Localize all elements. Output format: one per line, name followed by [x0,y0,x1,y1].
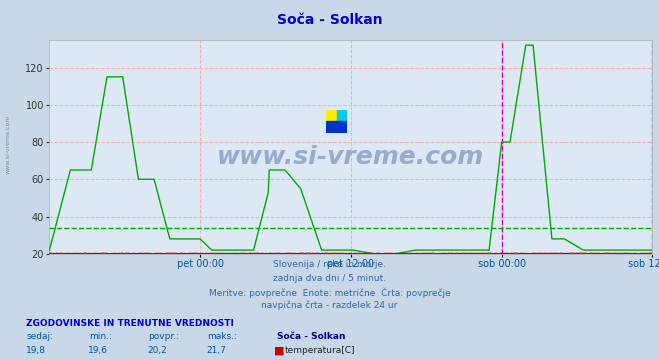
Text: maks.:: maks.: [208,333,237,342]
Text: Slovenija / reke in morje.: Slovenija / reke in morje. [273,260,386,269]
Text: navpična črta - razdelek 24 ur: navpična črta - razdelek 24 ur [262,301,397,310]
Bar [326,122,347,133]
Text: Soča - Solkan: Soča - Solkan [277,333,345,342]
Text: sedaj:: sedaj: [26,333,53,342]
Text: 19,6: 19,6 [88,346,107,355]
Text: 19,8: 19,8 [26,346,46,355]
Text: Soča - Solkan: Soča - Solkan [277,13,382,27]
Text: povpr.:: povpr.: [148,333,179,342]
Bar [337,110,347,122]
Text: 20,2: 20,2 [147,346,167,355]
Text: www.si-vreme.com: www.si-vreme.com [217,145,484,170]
Text: www.si-vreme.com: www.si-vreme.com [5,114,11,174]
Text: zadnja dva dni / 5 minut.: zadnja dva dni / 5 minut. [273,274,386,283]
Text: min.:: min.: [89,333,112,342]
Text: ■: ■ [273,359,284,360]
Text: temperatura[C]: temperatura[C] [285,346,355,355]
Text: 21,7: 21,7 [206,346,226,355]
Text: ■: ■ [273,345,284,355]
Text: Meritve: povprečne  Enote: metrične  Črta: povprečje: Meritve: povprečne Enote: metrične Črta:… [209,287,450,298]
Text: ZGODOVINSKE IN TRENUTNE VREDNOSTI: ZGODOVINSKE IN TRENUTNE VREDNOSTI [26,319,234,328]
Bar [326,110,337,122]
